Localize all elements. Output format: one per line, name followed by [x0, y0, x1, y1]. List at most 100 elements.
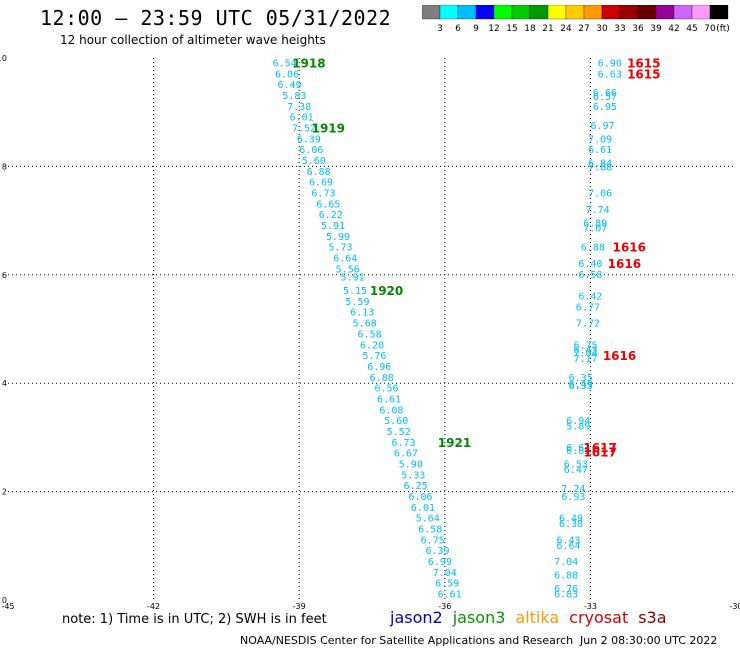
credit-text: NOAA/NESDIS Center for Satellite Applica…	[240, 634, 574, 647]
wave-height-value: 7.04	[573, 348, 597, 359]
wave-height-value: 6.58	[418, 525, 442, 536]
wave-height-value: 6.88	[370, 373, 394, 384]
wave-height-value: 7.07	[583, 224, 607, 235]
wave-height-value: 7.17	[573, 354, 597, 365]
wave-height-value: 6.61	[588, 145, 612, 156]
footer-note: note: 1) Time is in UTC; 2) SWH is in fe…	[62, 612, 327, 627]
wave-height-value: 5.99	[326, 232, 350, 243]
wave-height-value: 6.47	[564, 465, 588, 476]
wave-height-value: 6.65	[316, 199, 340, 210]
wave-height-value: 6.82	[566, 446, 590, 457]
x-tick-label: -30	[729, 602, 740, 610]
pass-number-label: 1616	[613, 241, 646, 255]
color-scale-label: 42	[668, 24, 679, 34]
wave-height-value: 6.83	[554, 590, 578, 601]
wave-height-value: 7.09	[588, 134, 612, 145]
wave-height-value: 6.95	[593, 102, 617, 113]
wave-height-value: 7.74	[586, 205, 610, 216]
wave-height-value: 5.64	[416, 514, 440, 525]
wave-height-value: 6.88	[581, 243, 605, 254]
wave-height-value: 6.49	[559, 514, 583, 525]
wave-height-value: 7.52	[292, 123, 316, 134]
wave-height-value: 5.90	[399, 460, 423, 471]
wave-height-value: 6.73	[311, 189, 335, 200]
wave-height-value: 6.35	[569, 373, 593, 384]
wave-height-value: 6.43	[573, 346, 597, 357]
wave-height-value: 6.94	[566, 416, 590, 427]
pass-number-label: 1918	[292, 56, 325, 70]
wave-height-value: 6.01	[290, 113, 314, 124]
color-scale-label: 70	[704, 24, 716, 34]
pass-number-label: 1616	[608, 257, 641, 271]
wave-height-value: 6.69	[309, 178, 333, 189]
pass-number-label: 1615	[627, 56, 660, 70]
wave-height-value: 6.38	[559, 519, 583, 530]
pass-number-label: 1919	[312, 121, 345, 135]
wave-height-value: 6.08	[379, 405, 403, 416]
y-tick-label: 8	[2, 162, 7, 171]
wave-height-value: 6.84	[588, 159, 612, 170]
y-tick-label: 2	[2, 488, 7, 497]
color-scale-label: 3	[437, 24, 443, 34]
wave-height-value: 6.39	[297, 134, 321, 145]
legend-item-cryosat: cryosat	[569, 608, 629, 627]
y-tick-label: 10	[0, 54, 7, 63]
wave-height-value: 5.33	[401, 470, 425, 481]
wave-height-value: 6.76	[554, 584, 578, 595]
legend-item-jason2: jason2	[390, 608, 443, 627]
wave-height-value: 6.73	[391, 438, 415, 449]
wave-height-value: 5.73	[328, 243, 352, 254]
wave-height-value: 5.91	[341, 273, 365, 284]
wave-height-value: 6.49	[277, 80, 301, 91]
wave-height-value: 6.42	[578, 291, 602, 302]
wave-height-value: 5.52	[387, 427, 411, 438]
credit-timestamp: Jun 2 08:30:00 UTC 2022	[580, 634, 718, 647]
color-scale-label: 6	[455, 24, 461, 34]
wave-height-value: 6.61	[566, 443, 590, 454]
wave-height-value: 6.25	[404, 481, 428, 492]
wave-height-value: 5.89	[566, 422, 590, 433]
wave-height-value: 6.61	[438, 590, 462, 601]
wave-height-value: 6.61	[377, 394, 401, 405]
color-scale-label: (ft)	[716, 24, 730, 34]
wave-height-value: 6.59	[435, 579, 459, 590]
wave-height-value: 6.77	[576, 302, 600, 313]
wave-height-value: 6.13	[350, 308, 374, 319]
color-scale-label: 21	[542, 24, 553, 34]
wave-height-plot: -45-42-39-36-33-3002468106.546.066.495.8…	[0, 54, 740, 610]
wave-height-value: 7.88	[588, 162, 612, 173]
wave-height-value: 6.06	[299, 145, 323, 156]
wave-height-value: 7.06	[588, 189, 612, 200]
color-scale-label: 12	[488, 24, 499, 34]
wave-height-value: 6.90	[598, 58, 622, 69]
wave-height-value: 6.88	[307, 167, 331, 178]
y-tick-label: 4	[2, 379, 7, 388]
wave-height-value: 6.33	[569, 381, 593, 392]
legend-item-jason3: jason3	[452, 608, 506, 627]
wave-height-value: 6.40	[578, 259, 602, 270]
color-scale-label: 33	[614, 24, 625, 34]
wave-height-value: 6.54	[273, 58, 297, 69]
wave-height-value: 6.75	[573, 340, 597, 351]
legend-item-altika: altika	[515, 608, 560, 627]
wave-height-value: 7.04	[554, 557, 578, 568]
chart-title: 12:00 – 23:59 UTC 05/31/2022	[40, 6, 392, 30]
x-tick-label: -33	[584, 602, 597, 610]
wave-height-value: 6.96	[367, 362, 391, 373]
wave-height-value: 6.67	[394, 449, 418, 460]
chart-subtitle: 12 hour collection of altimeter wave hei…	[60, 33, 326, 47]
x-tick-label: -45	[1, 602, 14, 610]
x-tick-label: -39	[293, 602, 306, 610]
wave-height-value: 5.83	[282, 91, 306, 102]
wave-height-value: 5.68	[353, 319, 377, 330]
wave-height-value: 6.89	[583, 218, 607, 229]
color-scale-bar: 3 6 9 12 15 18 21 24 27 30 33 36 39 42 45 70 (ft)	[422, 5, 730, 34]
wave-height-value: 6.64	[557, 541, 581, 552]
y-tick-label: 6	[2, 271, 7, 280]
satellite-legend: jason2 jason3 altika cryosat s3a	[390, 608, 677, 627]
x-tick-label: -36	[438, 602, 451, 610]
wave-height-value: 6.06	[408, 492, 432, 503]
wave-height-value: 6.64	[333, 254, 357, 265]
color-scale-label: 36	[632, 24, 644, 34]
wave-height-value: 6.99	[428, 557, 452, 568]
